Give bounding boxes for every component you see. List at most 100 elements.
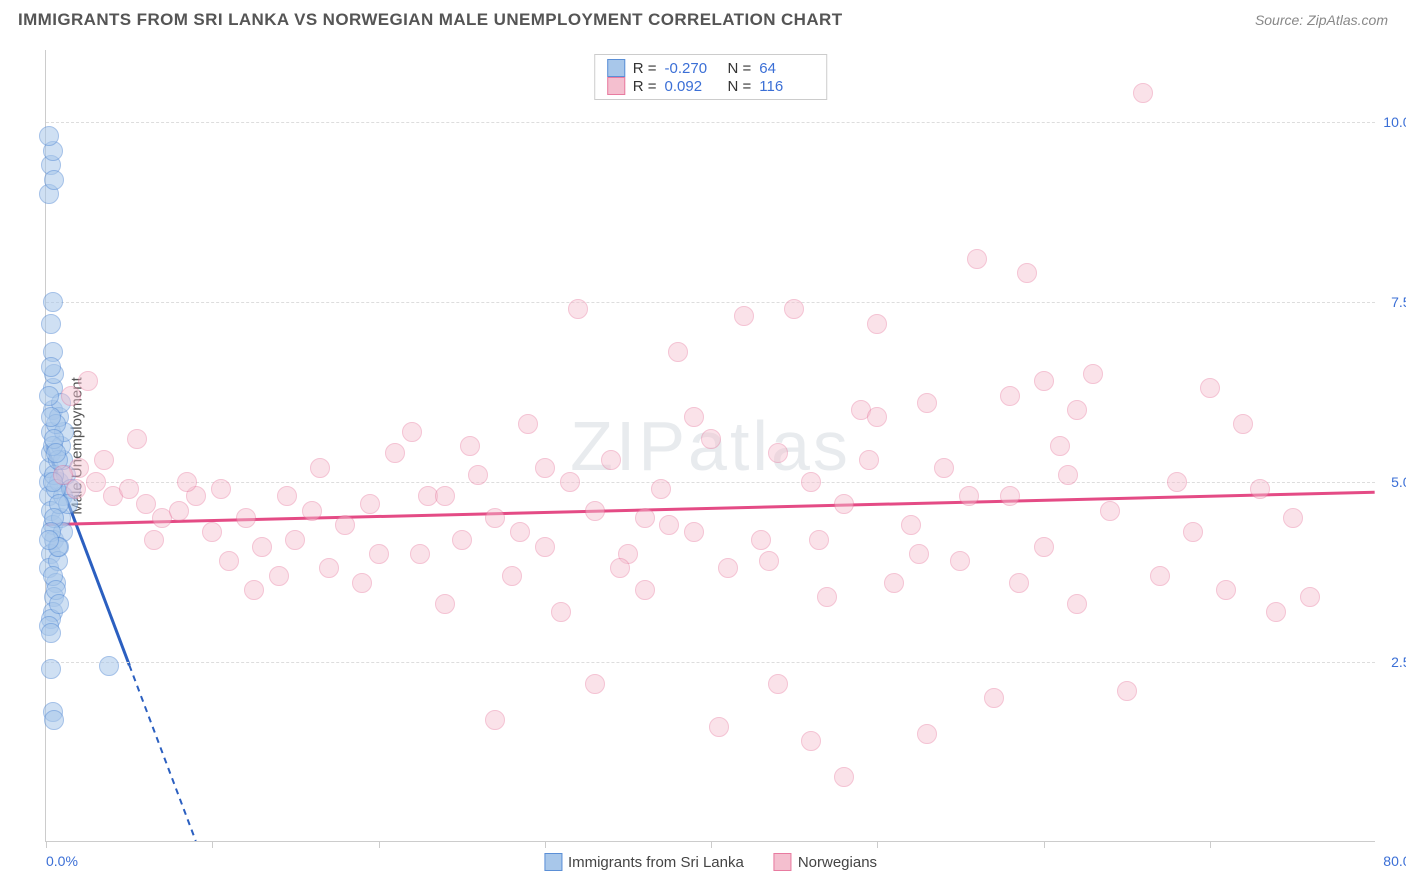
data-point (236, 508, 256, 528)
source-label: Source: ZipAtlas.com (1255, 12, 1388, 28)
data-point (277, 486, 297, 506)
legend-swatch (607, 77, 625, 95)
data-point (219, 551, 239, 571)
data-point (39, 126, 59, 146)
data-point (41, 659, 61, 679)
x-axis-min-label: 0.0% (46, 853, 78, 869)
data-point (385, 443, 405, 463)
data-point (1233, 414, 1253, 434)
chart-title: IMMIGRANTS FROM SRI LANKA VS NORWEGIAN M… (18, 10, 842, 30)
data-point (535, 537, 555, 557)
data-point (1266, 602, 1286, 622)
data-point (78, 371, 98, 391)
data-point (360, 494, 380, 514)
data-point (635, 580, 655, 600)
data-point (734, 306, 754, 326)
data-point (41, 407, 61, 427)
data-point (1050, 436, 1070, 456)
data-point (1034, 537, 1054, 557)
data-point (410, 544, 430, 564)
x-tick (212, 841, 213, 848)
data-point (41, 314, 61, 334)
data-point (502, 566, 522, 586)
data-point (560, 472, 580, 492)
data-point (801, 731, 821, 751)
data-point (701, 429, 721, 449)
data-point (659, 515, 679, 535)
data-point (1283, 508, 1303, 528)
x-tick (379, 841, 380, 848)
data-point (44, 170, 64, 190)
data-point (510, 522, 530, 542)
data-point (119, 479, 139, 499)
data-point (1100, 501, 1120, 521)
data-point (901, 515, 921, 535)
data-point (1034, 371, 1054, 391)
bottom-legend: Immigrants from Sri LankaNorwegians (544, 853, 877, 871)
data-point (99, 656, 119, 676)
data-point (817, 587, 837, 607)
data-point (1000, 486, 1020, 506)
data-point (909, 544, 929, 564)
stats-r-value: -0.270 (665, 60, 720, 77)
data-point (651, 479, 671, 499)
data-point (61, 386, 81, 406)
data-point (867, 407, 887, 427)
data-point (535, 458, 555, 478)
data-point (959, 486, 979, 506)
data-point (352, 573, 372, 593)
data-point (435, 594, 455, 614)
data-point (1150, 566, 1170, 586)
data-point (809, 530, 829, 550)
data-point (834, 767, 854, 787)
data-point (1183, 522, 1203, 542)
data-point (751, 530, 771, 550)
data-point (1017, 263, 1037, 283)
data-point (94, 450, 114, 470)
data-point (252, 537, 272, 557)
data-point (834, 494, 854, 514)
data-point (402, 422, 422, 442)
x-tick (46, 841, 47, 848)
data-point (310, 458, 330, 478)
data-point (86, 472, 106, 492)
data-point (1250, 479, 1270, 499)
data-point (369, 544, 389, 564)
data-point (435, 486, 455, 506)
data-point (202, 522, 222, 542)
data-point (1300, 587, 1320, 607)
legend-swatch (607, 59, 625, 77)
legend-swatch (774, 853, 792, 871)
data-point (950, 551, 970, 571)
y-tick-label: 10.0% (1383, 114, 1406, 130)
data-point (568, 299, 588, 319)
data-point (41, 357, 61, 377)
stats-r-label: R = (633, 60, 657, 77)
data-point (169, 501, 189, 521)
legend-item: Norwegians (774, 853, 877, 871)
data-point (967, 249, 987, 269)
data-point (984, 688, 1004, 708)
data-point (668, 342, 688, 362)
x-tick (711, 841, 712, 848)
data-point (460, 436, 480, 456)
plot-area: ZIPatlas R =-0.270N =64R =0.092N =116 0.… (45, 50, 1375, 842)
legend-label: Norwegians (798, 854, 877, 871)
data-point (917, 393, 937, 413)
data-point (934, 458, 954, 478)
gridline (46, 662, 1375, 663)
data-point (1216, 580, 1236, 600)
data-point (485, 710, 505, 730)
stats-box: R =-0.270N =64R =0.092N =116 (594, 54, 828, 100)
data-point (585, 501, 605, 521)
data-point (859, 450, 879, 470)
data-point (635, 508, 655, 528)
stats-r-value: 0.092 (665, 78, 720, 95)
data-point (335, 515, 355, 535)
data-point (759, 551, 779, 571)
data-point (44, 710, 64, 730)
data-point (867, 314, 887, 334)
stats-r-label: R = (633, 78, 657, 95)
stats-n-label: N = (728, 78, 752, 95)
data-point (302, 501, 322, 521)
